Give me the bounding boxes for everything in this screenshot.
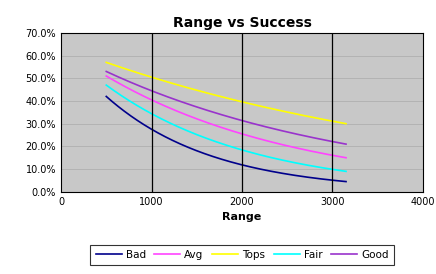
Bad	[277, 171, 282, 175]
Fair	[104, 84, 109, 87]
Avg	[255, 136, 260, 140]
Tops	[133, 70, 138, 74]
Line: Good: Good	[106, 72, 346, 144]
Line: Bad: Bad	[106, 96, 346, 182]
Tops	[344, 122, 349, 125]
Good	[277, 129, 282, 132]
Avg	[182, 112, 187, 116]
Bad	[255, 167, 260, 170]
Bad	[104, 95, 109, 98]
Line: Avg: Avg	[106, 76, 346, 158]
X-axis label: Range: Range	[222, 212, 262, 222]
Fair	[344, 170, 349, 173]
Avg	[278, 142, 283, 146]
Tops	[277, 109, 282, 112]
Good	[198, 107, 204, 110]
Fair	[133, 103, 138, 106]
Good	[255, 123, 260, 126]
Tops	[198, 90, 204, 93]
Bad	[198, 151, 204, 154]
Line: Tops: Tops	[106, 62, 346, 124]
Legend: Bad, Avg, Tops, Fair, Good: Bad, Avg, Tops, Fair, Good	[90, 245, 394, 265]
Tops	[255, 104, 260, 107]
Fair	[255, 152, 260, 156]
Title: Range vs Success: Range vs Success	[173, 16, 311, 30]
Good	[278, 129, 283, 132]
Bad	[344, 180, 349, 183]
Avg	[104, 74, 109, 78]
Fair	[278, 158, 283, 161]
Fair	[277, 158, 282, 161]
Avg	[198, 119, 204, 122]
Good	[133, 82, 138, 86]
Line: Fair: Fair	[106, 85, 346, 171]
Good	[182, 101, 187, 104]
Bad	[182, 144, 187, 147]
Tops	[278, 109, 283, 112]
Tops	[104, 61, 109, 64]
Avg	[133, 90, 138, 93]
Tops	[182, 85, 187, 89]
Avg	[277, 142, 282, 145]
Avg	[344, 156, 349, 159]
Bad	[133, 117, 138, 121]
Fair	[182, 128, 187, 131]
Fair	[198, 135, 204, 138]
Good	[344, 142, 349, 146]
Bad	[278, 171, 283, 175]
Good	[104, 70, 109, 73]
